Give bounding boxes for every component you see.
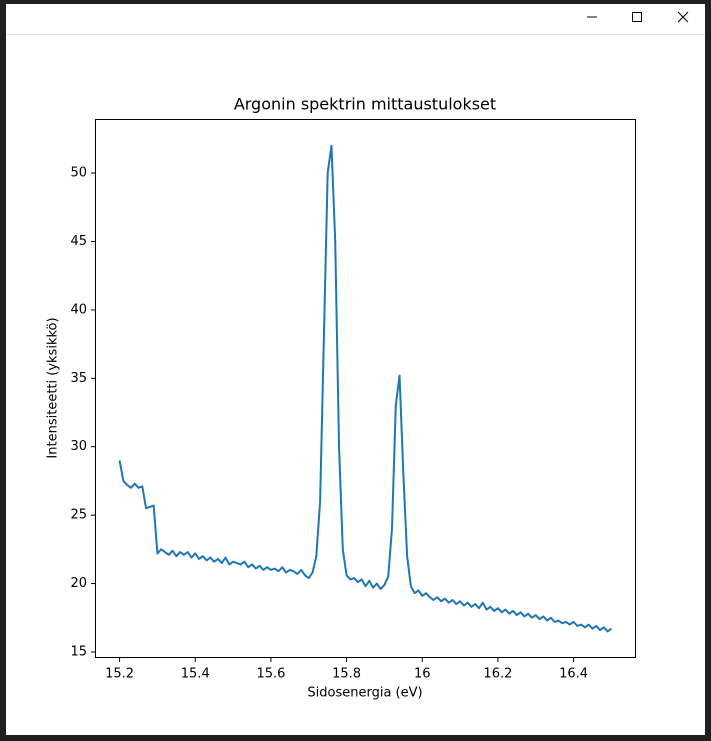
x-tick-label: 15.2 xyxy=(105,667,134,682)
maximize-button[interactable] xyxy=(632,12,642,22)
x-tick-label: 15.6 xyxy=(256,667,285,682)
x-tick-label: 16.4 xyxy=(559,667,588,682)
x-tick-label: 16 xyxy=(414,667,431,682)
x-tick-label: 15.8 xyxy=(332,667,361,682)
y-tick-label: 50 xyxy=(70,166,87,181)
y-tick-label: 30 xyxy=(70,439,87,454)
data-line xyxy=(118,144,612,633)
y-tick-label: 25 xyxy=(70,508,87,523)
x-axis-label: Sidosenergia (eV) xyxy=(307,686,422,701)
window xyxy=(6,4,705,735)
title-bar xyxy=(6,4,705,35)
y-tick-label: 15 xyxy=(70,644,87,659)
x-tick-label: 15.4 xyxy=(181,667,210,682)
plot-frame xyxy=(95,119,636,658)
x-tick-label: 16.2 xyxy=(483,667,512,682)
y-tick-label: 45 xyxy=(70,234,87,249)
chart-title: Argonin spektrin mittaustulokset xyxy=(234,95,496,114)
y-tick-label: 20 xyxy=(70,576,87,591)
close-button[interactable] xyxy=(677,11,689,23)
y-axis-label: Intensiteetti (yksikkö) xyxy=(46,317,61,458)
y-tick-label: 35 xyxy=(70,371,87,386)
y-tick-label: 40 xyxy=(70,302,87,317)
window-controls xyxy=(587,11,689,23)
